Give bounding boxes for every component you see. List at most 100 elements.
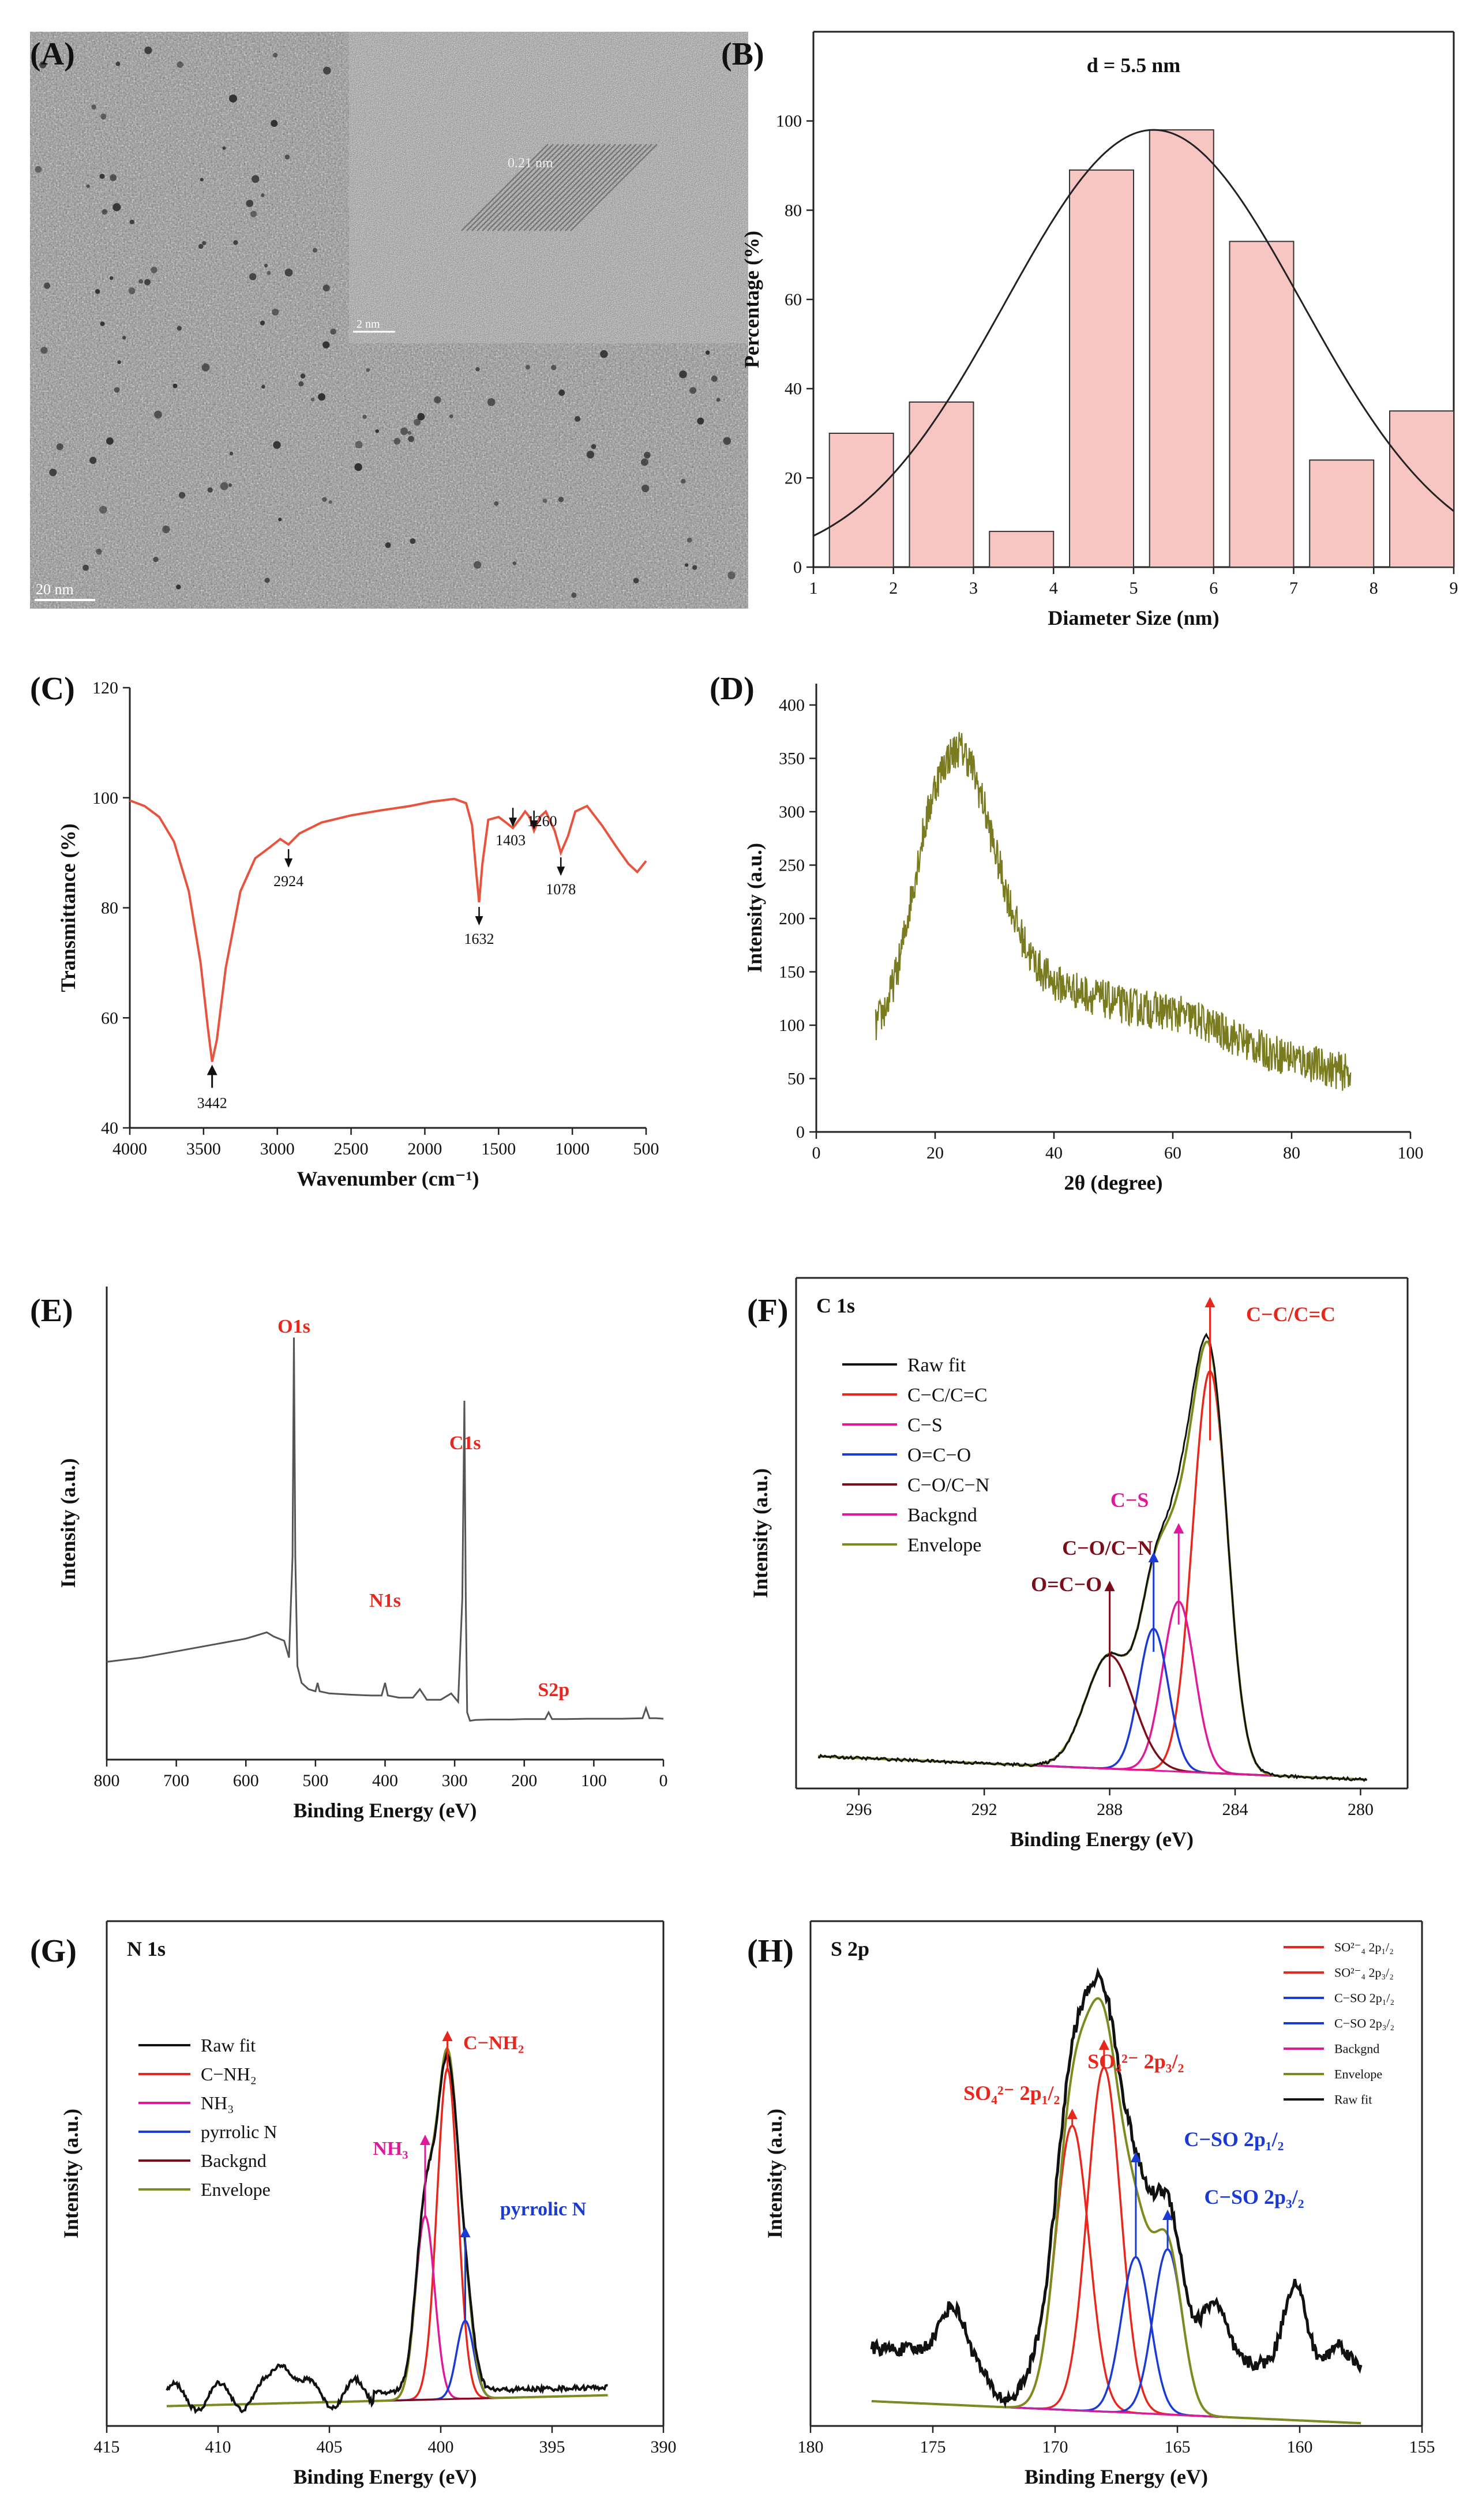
tem-nanoparticle xyxy=(250,211,257,217)
histogram-bar xyxy=(989,531,1055,568)
chart-f-x-tick-label: 280 xyxy=(1348,1800,1374,1819)
tem-inset-scale-label: 2 nm xyxy=(357,318,380,331)
lattice-fringe xyxy=(477,144,564,231)
tem-nanoparticle xyxy=(716,397,721,402)
legend-label: C−SO 2p₁/₂ xyxy=(1334,1991,1394,2005)
ftir-peak-arrowhead xyxy=(509,817,517,827)
xps-peak-arrow-head xyxy=(1067,2109,1078,2119)
tem-nanoparticle xyxy=(322,341,330,348)
chart-d-x-tick-label: 20 xyxy=(926,1143,944,1162)
panel-label-g: (G) xyxy=(30,1933,77,1969)
lattice-fringe xyxy=(471,144,559,231)
panel-label-h: (H) xyxy=(747,1933,794,1969)
tem-nanoparticle xyxy=(449,414,453,419)
xps-peak-arrow-head xyxy=(1130,2152,1141,2162)
tem-nanoparticle xyxy=(99,505,107,514)
tem-nanoparticle xyxy=(575,416,580,422)
legend-label: Backgnd xyxy=(201,2150,267,2171)
xps-peak-label: O=C−O xyxy=(1031,1573,1102,1596)
ftir-peak-arrowhead xyxy=(475,916,483,925)
xps-peak-arrow-head xyxy=(1098,2039,1109,2050)
tem-nanoparticle xyxy=(114,387,120,393)
tem-nanoparticle xyxy=(91,104,96,110)
tem-nanoparticle xyxy=(355,441,363,449)
xps-raw-fit-line xyxy=(870,1967,1363,2409)
chart-h-x-tick-label: 180 xyxy=(798,2438,824,2457)
chart-f-y-label: Intensity (a.u.) xyxy=(749,1468,772,1598)
tem-nanoparticle xyxy=(233,240,238,245)
xps-peak-arrow-head xyxy=(442,2031,453,2041)
lattice-fringe xyxy=(528,144,616,231)
tem-nanoparticle xyxy=(112,203,121,212)
tem-nanoparticle xyxy=(633,578,639,584)
panel-label-b: (B) xyxy=(721,36,764,72)
chart-c-x-tick-label: 2000 xyxy=(407,1139,442,1158)
tem-nanoparticle xyxy=(122,336,126,340)
chart-h-x-tick-label: 170 xyxy=(1042,2438,1068,2457)
xps-component-peak xyxy=(818,1627,1367,1781)
tem-nanoparticle xyxy=(586,451,595,459)
chart-e-x-label: Binding Energy (eV) xyxy=(293,1799,477,1822)
chart-b-x-tick-label: 6 xyxy=(1209,579,1218,598)
chart-c-x-tick-label: 3000 xyxy=(260,1139,295,1158)
tem-nanoparticle xyxy=(475,367,480,372)
chart-e-axes: 800 700 600 500 400 300 200 100 0 Binding Energy … xyxy=(57,1287,668,1822)
chart-c-y-tick-label: 40 xyxy=(101,1119,118,1138)
tem-nanoparticle xyxy=(100,113,107,120)
histogram-bar xyxy=(1229,241,1295,568)
tem-nanoparticle xyxy=(35,166,42,173)
chart-f-x-tick-label: 292 xyxy=(971,1800,997,1819)
tem-nanoparticle xyxy=(727,571,736,579)
chart-c-x-tick-label: 3500 xyxy=(186,1139,221,1158)
tem-nanoparticle xyxy=(284,154,290,160)
histogram-bar xyxy=(1389,410,1454,568)
tem-scale-label: 20 nm xyxy=(36,581,74,598)
chart-e-x-tick-label: 300 xyxy=(442,1771,468,1790)
xps-peak-arrow-head xyxy=(460,2227,471,2237)
chart-h-y-label: Intensity (a.u.) xyxy=(763,2109,786,2238)
legend-label: Backgnd xyxy=(1334,2042,1379,2056)
histogram-bar xyxy=(828,433,894,568)
chart-e-x-tick-label: 100 xyxy=(581,1771,607,1790)
chart-d-y-label: Intensity (a.u.) xyxy=(743,843,766,973)
chart-d-x-tick-label: 60 xyxy=(1164,1143,1181,1162)
chart-e-x-tick-label: 200 xyxy=(511,1771,537,1790)
chart-b-y-tick-label: 60 xyxy=(785,290,802,309)
chart-d-y-tick-label: 300 xyxy=(779,802,805,822)
chart-d-y-tick-label: 150 xyxy=(779,963,805,982)
xps-envelope-line xyxy=(818,1340,1367,1781)
tem-nanoparticle xyxy=(591,444,596,449)
chart-h-axes: 180 175 170 165 160 155 Binding Energy (eV) Int… xyxy=(763,1920,1435,2488)
xps-peak-arrow-head xyxy=(1205,1297,1215,1307)
histogram-bar xyxy=(1069,169,1134,568)
tem-nanoparticle xyxy=(228,483,232,487)
tem-nanoparticle xyxy=(571,592,577,598)
tem-nanoparticle xyxy=(138,279,144,284)
chart-b-x-tick-label: 8 xyxy=(1370,579,1378,598)
chart-d-axes: 0 20 40 60 80 100 0 50 100 150 200 250 300 350 400 2θ (… xyxy=(743,684,1424,1194)
lattice-fringe xyxy=(492,144,580,231)
tem-nanoparticle xyxy=(512,561,516,565)
xps-peak-label: C−NH₂ xyxy=(463,2032,524,2054)
chart-e-x-tick-label: 600 xyxy=(233,1771,259,1790)
tem-nanoparticle xyxy=(128,287,136,294)
chart-h-x-tick-label: 165 xyxy=(1165,2438,1191,2457)
chart-h-x-tick-label: 175 xyxy=(920,2438,946,2457)
legend-label: Raw fit xyxy=(1334,2092,1372,2107)
chart-b-x-tick-label: 4 xyxy=(1049,579,1058,598)
lattice-fringe xyxy=(487,144,575,231)
tem-nanoparticle xyxy=(408,436,414,442)
ftir-peak-label: 1078 xyxy=(546,881,576,898)
xps-peak-arrow-head xyxy=(1162,2210,1173,2220)
tem-nanoparticle xyxy=(172,383,178,388)
tem-nanoparticle xyxy=(154,410,162,419)
xps-survey-line xyxy=(106,1337,664,1722)
ftir-spectrum-line xyxy=(129,797,647,1062)
chart-d-x-tick-label: 100 xyxy=(1398,1143,1424,1162)
lattice-fringe xyxy=(565,144,652,231)
tem-nanoparticle xyxy=(198,243,204,249)
tem-nanoparticle xyxy=(106,437,114,445)
chart-g-x-tick-label: 415 xyxy=(94,2438,120,2457)
chart-d-x-tick-label: 40 xyxy=(1045,1143,1063,1162)
